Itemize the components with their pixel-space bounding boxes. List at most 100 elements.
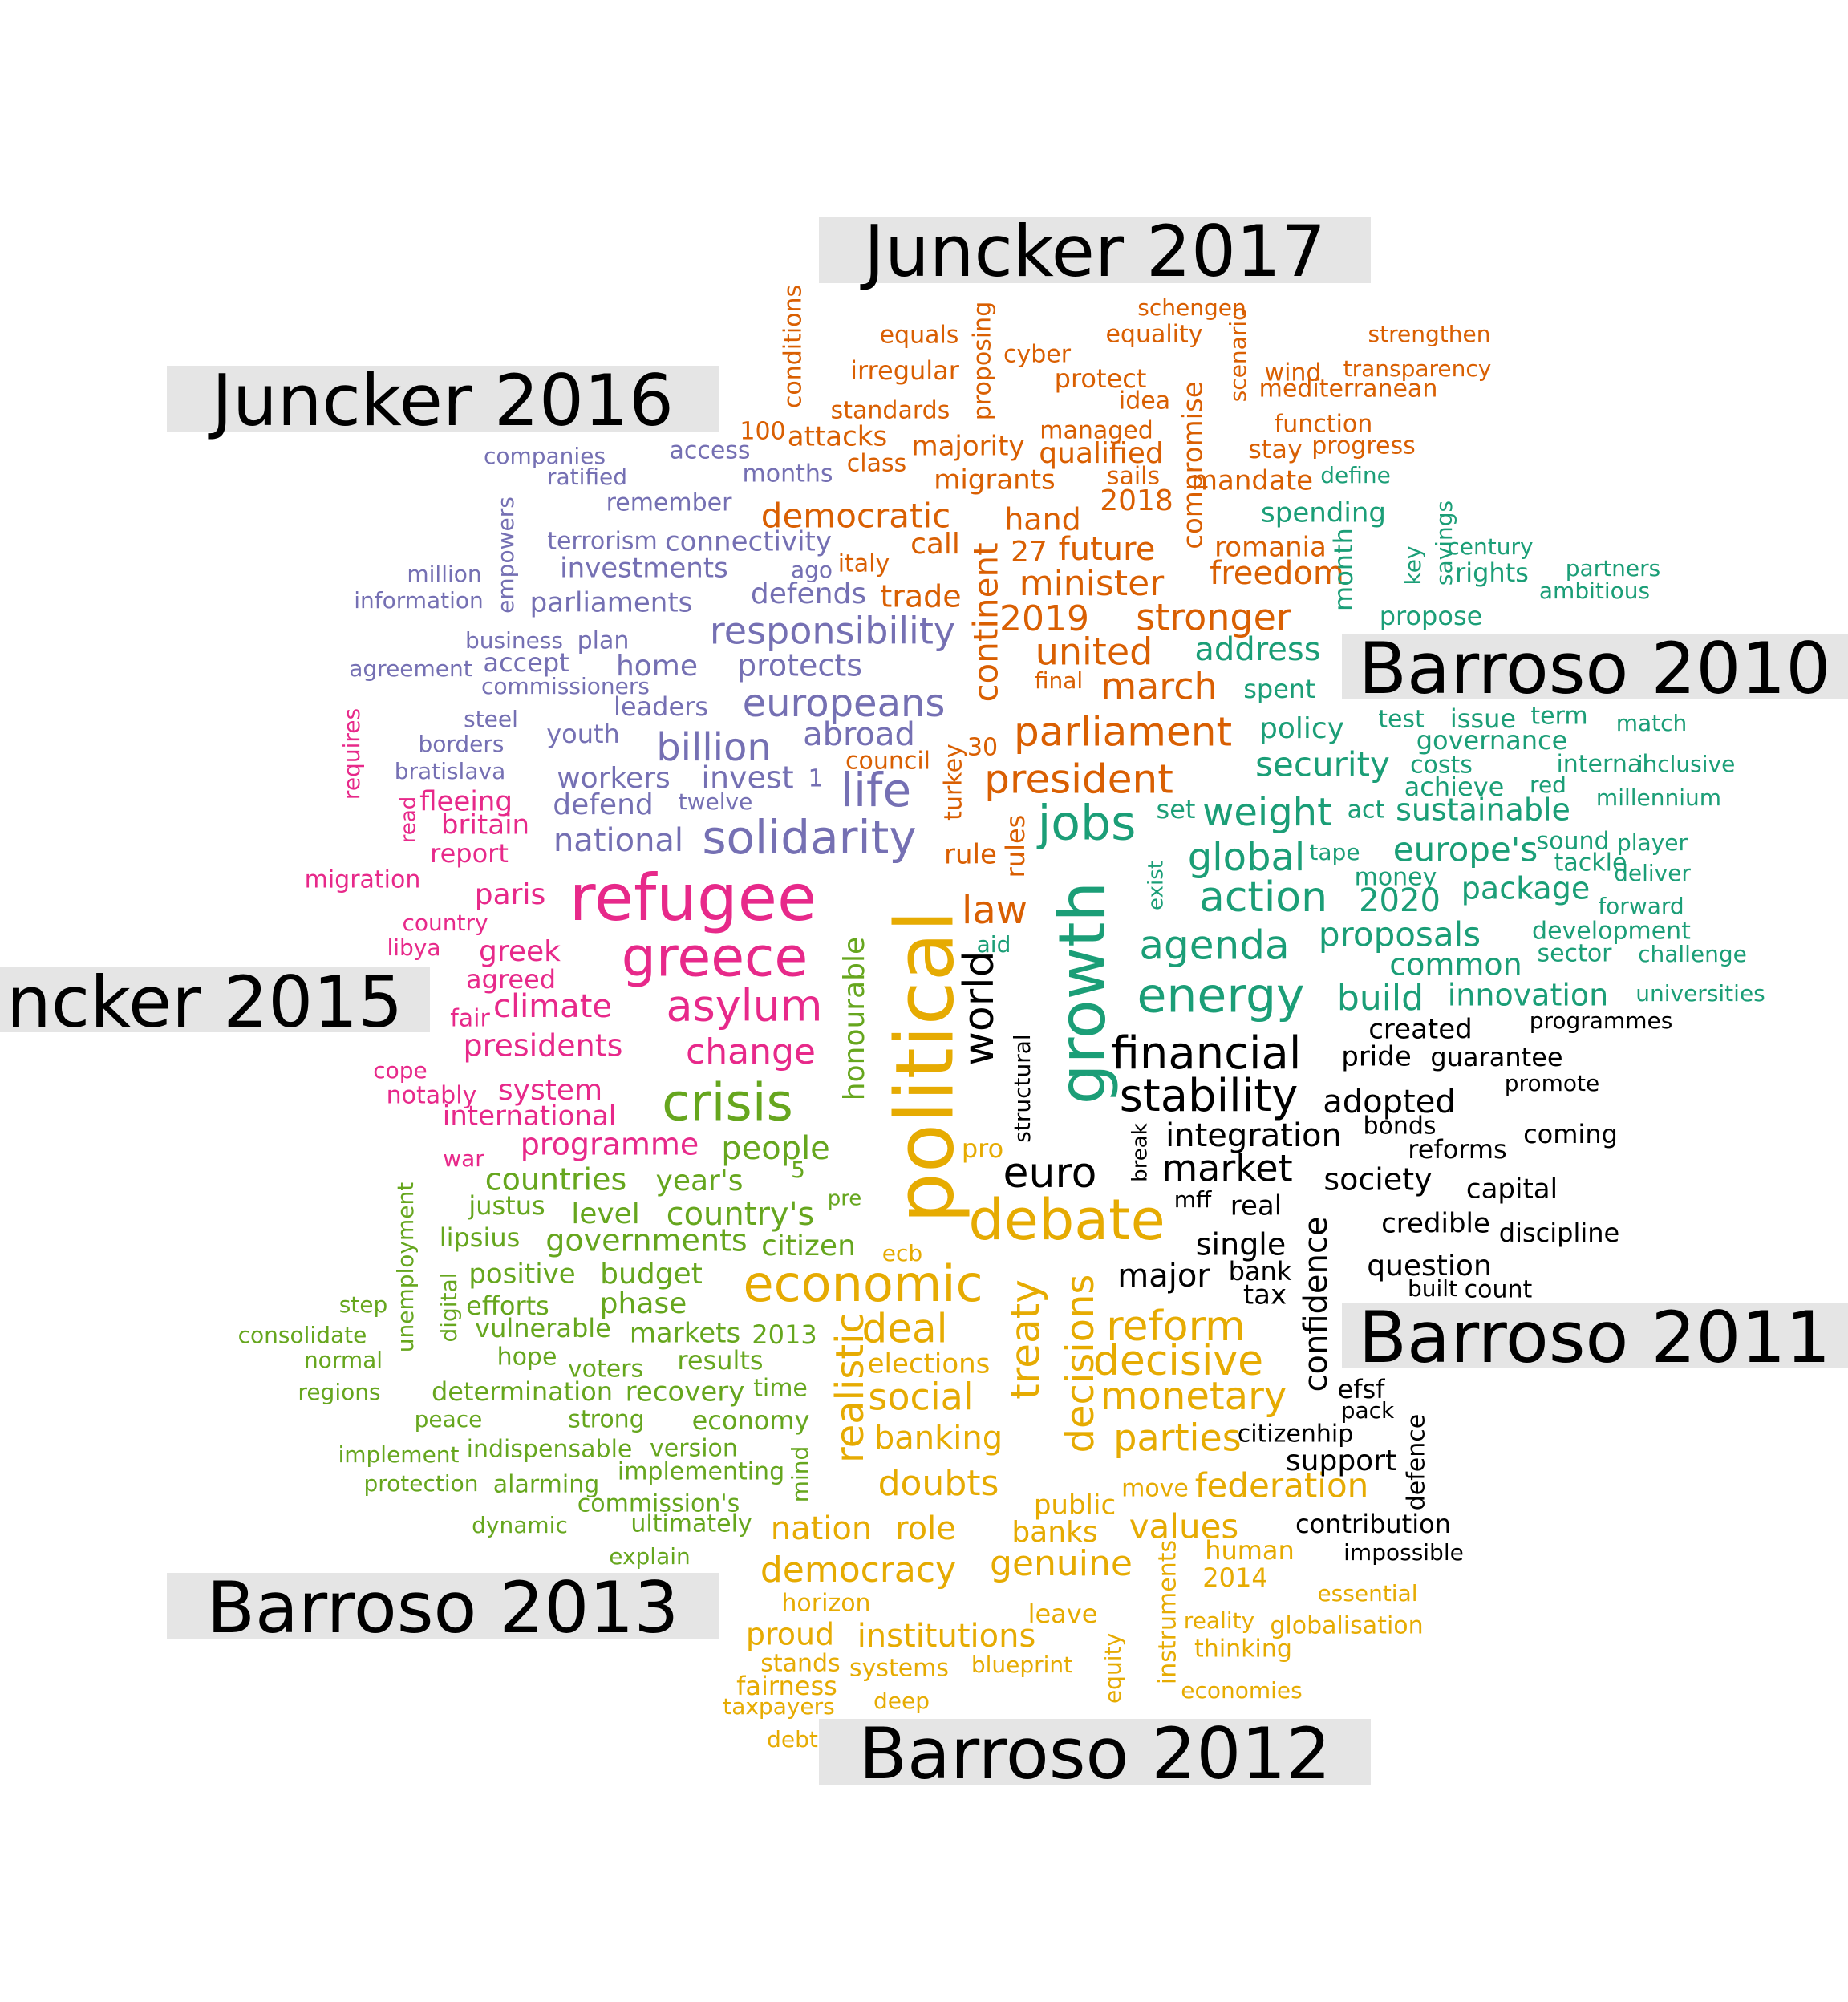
word: investments	[560, 553, 728, 585]
word: structural	[1009, 1034, 1035, 1142]
word: markets	[630, 1318, 740, 1350]
word: lipsius	[440, 1222, 521, 1253]
word: horizon	[781, 1590, 870, 1618]
word: coming	[1523, 1119, 1618, 1149]
word: standards	[831, 397, 950, 425]
word: normal	[304, 1347, 383, 1373]
word: parties	[1113, 1416, 1241, 1460]
word: alarming	[493, 1471, 600, 1499]
word: world	[955, 950, 1003, 1065]
word: global	[1188, 835, 1305, 880]
word: stronger	[1136, 596, 1291, 639]
word: report	[430, 838, 509, 869]
word: reform	[1106, 1303, 1245, 1351]
word: countries	[485, 1162, 627, 1198]
word: requires	[338, 708, 365, 800]
word: country's	[667, 1196, 815, 1233]
word: governance	[1416, 725, 1568, 756]
word: turkey	[940, 744, 968, 821]
word: century	[1447, 533, 1533, 560]
word: majority	[911, 431, 1024, 463]
word: globalisation	[1270, 1612, 1423, 1640]
word: citizenhip	[1238, 1420, 1354, 1449]
word: justus	[468, 1190, 545, 1221]
word: count	[1465, 1276, 1533, 1304]
label-text: Juncker 2017	[860, 210, 1326, 293]
word: promote	[1505, 1070, 1599, 1096]
word: package	[1461, 871, 1590, 906]
word: voters	[568, 1356, 643, 1384]
word: romania	[1214, 532, 1327, 564]
word: common	[1389, 947, 1522, 983]
word: hope	[497, 1343, 557, 1372]
label-text: Barroso 2011	[1359, 1296, 1831, 1379]
word: idea	[1119, 387, 1170, 415]
word: savings	[1431, 500, 1457, 586]
word: youth	[546, 719, 620, 749]
word: realistic	[828, 1312, 873, 1463]
word: millennium	[1596, 784, 1721, 811]
word: equals	[880, 322, 959, 350]
word: level	[571, 1198, 640, 1230]
word: united	[1035, 630, 1153, 674]
word: commissioners	[481, 673, 650, 699]
word: reforms	[1408, 1134, 1506, 1165]
word: transparency	[1343, 355, 1492, 382]
word: final	[1035, 667, 1083, 694]
word: schengen	[1137, 294, 1246, 321]
word: innovation	[1448, 978, 1609, 1013]
word: instruments	[1154, 1540, 1182, 1684]
word: real	[1230, 1190, 1282, 1222]
word: rule	[944, 839, 997, 871]
word: move	[1121, 1475, 1189, 1503]
word: build	[1337, 978, 1424, 1019]
word: capital	[1466, 1173, 1558, 1206]
word: weight	[1202, 790, 1332, 835]
word: internal	[1556, 751, 1648, 779]
word: stands	[760, 1650, 840, 1678]
word: progress	[1311, 432, 1416, 460]
word: crisis	[662, 1074, 793, 1133]
word: ambitious	[1539, 578, 1650, 604]
word: year's	[656, 1165, 744, 1198]
word: europeans	[743, 681, 946, 726]
word: challenge	[1638, 941, 1747, 967]
word: ultimately	[630, 1510, 752, 1538]
word: managed	[1040, 417, 1153, 445]
word: integration	[1165, 1117, 1342, 1154]
word: development	[1532, 918, 1691, 946]
word: partners	[1566, 555, 1661, 582]
word: refugee	[569, 861, 817, 935]
word: march	[1100, 665, 1217, 708]
word: dynamic	[472, 1512, 568, 1538]
word: continent	[967, 542, 1006, 702]
word: stay	[1248, 434, 1303, 464]
word: economic	[743, 1254, 983, 1313]
group-labels: Juncker 2017 Juncker 2016 ncker 2015 Barros…	[0, 210, 1848, 1795]
word: governments	[545, 1223, 747, 1258]
word: debt	[767, 1726, 818, 1753]
label-barroso-2011: Barroso 2011	[1342, 1296, 1848, 1379]
word: agenda	[1139, 922, 1289, 969]
word: mind	[787, 1446, 813, 1503]
word: democracy	[760, 1550, 956, 1591]
word: proposals	[1319, 915, 1481, 954]
word: proud	[746, 1617, 834, 1652]
word: sustainable	[1396, 792, 1570, 828]
word: regions	[298, 1379, 380, 1405]
word: deep	[873, 1688, 930, 1714]
words: conditions equals proposing schengenequalit…	[238, 285, 1765, 1753]
word: match	[1616, 710, 1688, 736]
word: break	[1129, 1123, 1153, 1182]
word: italy	[838, 550, 890, 578]
word: agreed	[466, 964, 556, 995]
word: war	[443, 1145, 484, 1172]
word: player	[1617, 829, 1688, 856]
word: 2018	[1100, 484, 1173, 517]
word: adopted	[1323, 1084, 1455, 1121]
word: debate	[968, 1187, 1165, 1253]
word: stability	[1120, 1070, 1299, 1122]
word: compromise	[1177, 381, 1210, 549]
word: pride	[1341, 1041, 1412, 1073]
word: positive	[468, 1258, 575, 1291]
